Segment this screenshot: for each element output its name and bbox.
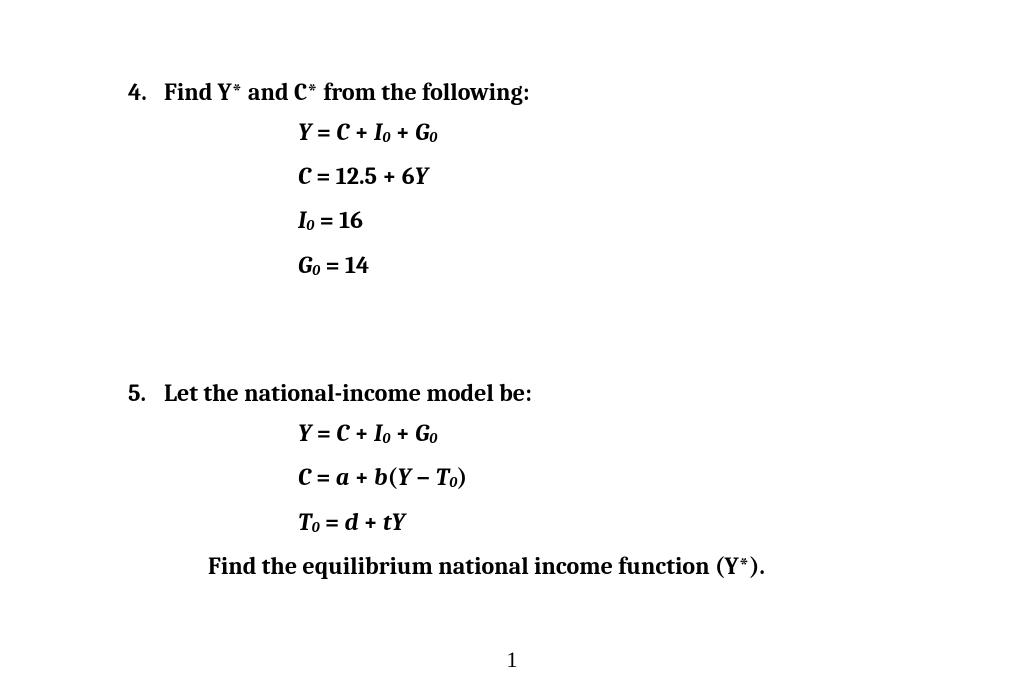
problem-4-prompt-row: 4. Find Y* and C* from the following: [128, 76, 944, 110]
eq-var: tY [383, 508, 405, 536]
eq-var: Y [415, 162, 428, 190]
problem-5-eq2: C = a + b(Y − T0) [298, 455, 944, 499]
eq-op: + [355, 463, 375, 491]
problem-5-equations: Y = C + I0 + G0 C = a + b(Y − T0) T0 = [298, 411, 944, 544]
eq-var: Y [397, 463, 410, 491]
eq-var: C [336, 419, 349, 447]
eq-op: + [396, 118, 416, 146]
eq-var: d [344, 508, 358, 536]
page-number: 1 [0, 647, 1024, 673]
eq-num: 12.5 + 6 [336, 162, 415, 190]
eq-var: C [336, 118, 349, 146]
eq-op: = [325, 508, 345, 536]
eq-op: = [316, 162, 336, 190]
problem-5: 5. Let the national-income model be: Y =… [128, 377, 944, 580]
eq-op: − [416, 463, 436, 491]
problem-5-after: Find the equilibrium national income fun… [208, 552, 944, 580]
eq-var: Y [298, 419, 311, 447]
eq-sub: 0 [306, 218, 314, 235]
page: 4. Find Y* and C* from the following: Y … [0, 0, 1024, 691]
eq-op: = [316, 463, 336, 491]
eq-var: b [374, 463, 388, 491]
problem-5-eq1: Y = C + I0 + G0 [298, 411, 944, 455]
eq-op: = [317, 118, 337, 146]
eq-sub: 0 [312, 519, 320, 536]
problem-5-number: 5. [128, 377, 164, 411]
problem-4-eq1: Y = C + I0 + G0 [298, 110, 944, 154]
problem-4-number: 4. [128, 76, 164, 110]
problem-5-prompt: Let the national-income model be: [164, 377, 944, 411]
eq-paren: ) [457, 463, 467, 491]
eq-paren: ( [388, 463, 398, 491]
eq-sub: 0 [429, 129, 437, 146]
problem-4-eq2: C = 12.5 + 6Y [298, 154, 944, 198]
problem-4: 4. Find Y* and C* from the following: Y … [128, 76, 944, 287]
eq-op: + [364, 508, 384, 536]
problem-4-equations: Y = C + I0 + G0 C = 12.5 + 6Y I0 = 16 G0 [298, 110, 944, 288]
eq-op: + [355, 419, 375, 447]
eq-var: a [336, 463, 350, 491]
eq-sub: 0 [382, 129, 390, 146]
eq-num: 14 [345, 251, 369, 279]
eq-var: C [298, 463, 311, 491]
problem-4-eq3: I0 = 16 [298, 198, 944, 242]
eq-var: G [415, 118, 429, 146]
eq-op: + [396, 419, 416, 447]
eq-op: = [317, 419, 337, 447]
eq-var: C [298, 162, 311, 190]
eq-var: G [415, 419, 429, 447]
eq-num: 16 [339, 206, 363, 234]
eq-sub: 0 [429, 430, 437, 447]
eq-var: T [298, 508, 312, 536]
eq-var: G [298, 251, 312, 279]
eq-var: Y [298, 118, 311, 146]
eq-sub: 0 [312, 262, 320, 279]
problem-4-prompt: Find Y* and C* from the following: [164, 76, 944, 110]
problem-5-prompt-row: 5. Let the national-income model be: [128, 377, 944, 411]
eq-sub: 0 [382, 430, 390, 447]
eq-op: = [320, 206, 340, 234]
eq-op: + [355, 118, 375, 146]
problem-4-eq4: G0 = 14 [298, 243, 944, 287]
problem-5-eq3: T0 = d + tY [298, 500, 944, 544]
eq-op: = [325, 251, 345, 279]
eq-var: T [436, 463, 450, 491]
